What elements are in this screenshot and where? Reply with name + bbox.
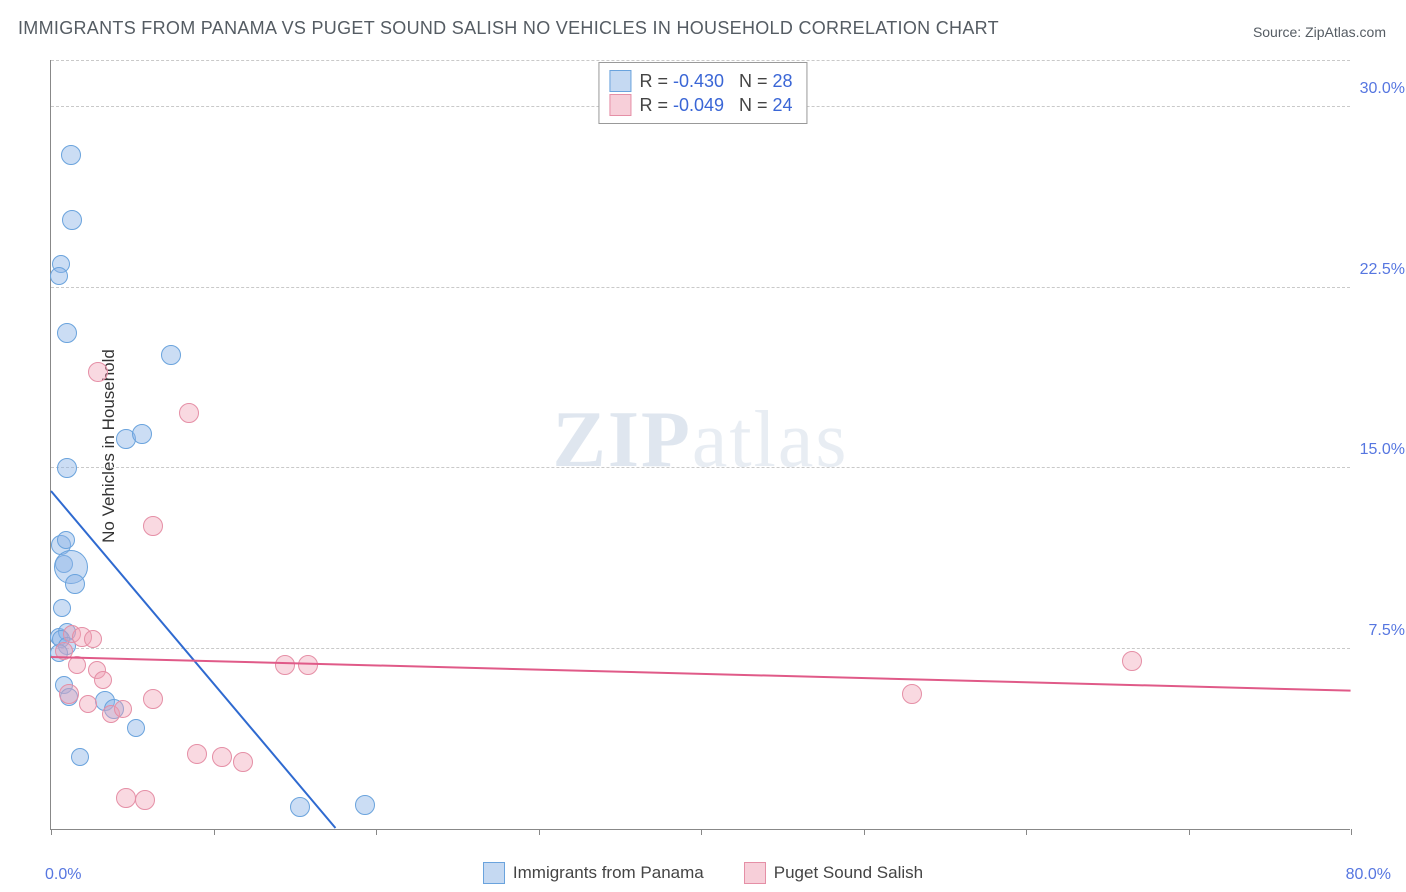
data-point xyxy=(161,345,181,365)
data-point xyxy=(53,599,71,617)
gridline xyxy=(51,287,1350,288)
data-point xyxy=(902,684,922,704)
x-tick xyxy=(864,829,865,835)
data-point xyxy=(84,630,102,648)
data-point xyxy=(143,689,163,709)
legend-series-item: Puget Sound Salish xyxy=(744,862,923,884)
data-point xyxy=(71,748,89,766)
data-point xyxy=(50,267,68,285)
data-point xyxy=(79,695,97,713)
data-point xyxy=(212,747,232,767)
x-tick xyxy=(51,829,52,835)
chart-title: IMMIGRANTS FROM PANAMA VS PUGET SOUND SA… xyxy=(18,18,999,39)
swatch-icon xyxy=(609,94,631,116)
data-point xyxy=(65,574,85,594)
data-point xyxy=(135,790,155,810)
legend-series-label: Puget Sound Salish xyxy=(774,863,923,883)
data-point xyxy=(187,744,207,764)
x-tick xyxy=(1189,829,1190,835)
data-point xyxy=(127,719,145,737)
data-point xyxy=(355,795,375,815)
source-attribution: Source: ZipAtlas.com xyxy=(1253,24,1386,40)
x-tick xyxy=(376,829,377,835)
legend-stat-text: R = -0.430 N = 28 xyxy=(639,69,792,93)
data-point xyxy=(298,655,318,675)
x-tick xyxy=(539,829,540,835)
data-point xyxy=(88,362,108,382)
x-tick xyxy=(701,829,702,835)
data-point xyxy=(61,145,81,165)
gridline xyxy=(51,467,1350,468)
data-point xyxy=(57,458,77,478)
y-tick-label: 30.0% xyxy=(1360,80,1405,98)
plot-area: ZIPatlas 7.5%15.0%22.5%30.0% xyxy=(50,60,1350,830)
y-tick-label: 15.0% xyxy=(1360,441,1405,459)
legend-series: Immigrants from Panama Puget Sound Salish xyxy=(0,862,1406,884)
x-tick xyxy=(1351,829,1352,835)
swatch-icon xyxy=(744,862,766,884)
data-point xyxy=(57,531,75,549)
data-point xyxy=(94,671,112,689)
swatch-icon xyxy=(483,862,505,884)
data-point xyxy=(57,323,77,343)
legend-stats: R = -0.430 N = 28R = -0.049 N = 24 xyxy=(598,62,807,124)
watermark: ZIPatlas xyxy=(553,394,849,485)
swatch-icon xyxy=(609,70,631,92)
data-point xyxy=(114,700,132,718)
data-point xyxy=(68,656,86,674)
data-point xyxy=(179,403,199,423)
legend-series-item: Immigrants from Panama xyxy=(483,862,704,884)
legend-series-label: Immigrants from Panama xyxy=(513,863,704,883)
y-tick-label: 22.5% xyxy=(1360,261,1405,279)
x-tick xyxy=(1026,829,1027,835)
data-point xyxy=(275,655,295,675)
data-point xyxy=(132,424,152,444)
data-point xyxy=(1122,651,1142,671)
y-tick-label: 7.5% xyxy=(1369,622,1405,640)
legend-stat-row: R = -0.049 N = 24 xyxy=(609,93,792,117)
x-tick xyxy=(214,829,215,835)
data-point xyxy=(143,516,163,536)
data-point xyxy=(59,684,79,704)
data-point xyxy=(116,788,136,808)
data-point xyxy=(233,752,253,772)
trend-line xyxy=(51,656,1351,692)
legend-stat-text: R = -0.049 N = 24 xyxy=(639,93,792,117)
legend-stat-row: R = -0.430 N = 28 xyxy=(609,69,792,93)
gridline xyxy=(51,648,1350,649)
data-point xyxy=(290,797,310,817)
gridline xyxy=(51,60,1350,61)
data-point xyxy=(62,210,82,230)
